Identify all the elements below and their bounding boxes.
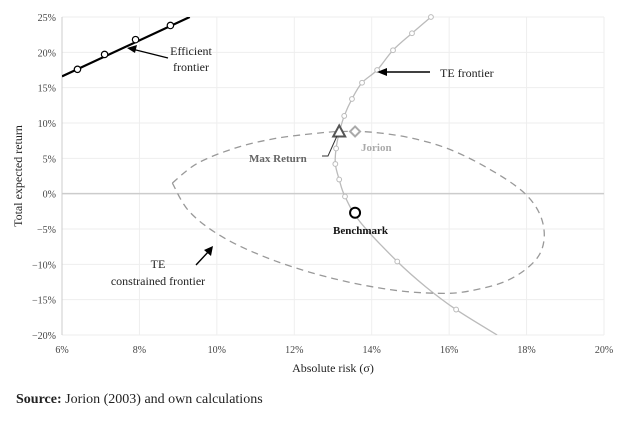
te-frontier-point: [332, 161, 339, 167]
y-tick-label: 15%: [38, 84, 56, 95]
max-return-label: Max Return: [249, 153, 307, 165]
ticks: 6% 8% 10% 12% 14% 16% 18% 20% 25% 20% 15% 10% 5% 0% −5…: [32, 13, 613, 356]
x-tick-label: 12%: [285, 345, 303, 356]
te-frontier-arrowhead-icon: [377, 68, 387, 76]
y-tick-label: −20%: [32, 331, 56, 342]
max-return-marker: [331, 123, 347, 138]
x-axis-label: Absolute risk (σ): [292, 361, 374, 375]
x-tick-label: 20%: [595, 345, 613, 356]
benchmark-label: Benchmark: [333, 225, 389, 237]
x-tick-label: 6%: [55, 345, 68, 356]
constrained-frontier-label-1: TE: [151, 257, 166, 271]
efficient-frontier-point: [166, 21, 175, 30]
y-tick-label: 0%: [43, 190, 56, 201]
source-note: Source: Jorion (2003) and own calculatio…: [16, 392, 263, 408]
x-tick-label: 18%: [517, 345, 535, 356]
te-frontier-point: [341, 113, 348, 119]
te-frontier-point: [453, 306, 460, 313]
efficient-frontier-label-1: Efficient: [170, 44, 212, 58]
te-frontier-point: [428, 14, 434, 20]
efficient-frontier-point: [100, 50, 109, 59]
series-layer: [62, 14, 545, 335]
te-frontier-point: [336, 176, 343, 183]
te-frontier-point: [359, 79, 365, 86]
te-frontier-point: [349, 96, 355, 102]
x-tick-label: 16%: [440, 345, 458, 356]
te-frontier-point: [394, 258, 401, 265]
y-tick-label: 10%: [38, 119, 56, 130]
y-tick-label: −5%: [37, 225, 56, 236]
x-tick-label: 10%: [208, 345, 226, 356]
constrained-frontier-arrow: [195, 250, 210, 266]
max-return-leader: [322, 135, 338, 157]
te-frontier-line: [334, 17, 498, 335]
y-tick-label: 25%: [38, 13, 56, 24]
source-text: Jorion (2003) and own calculations: [61, 392, 263, 407]
jorion-label: Jorion: [361, 142, 392, 154]
efficient-frontier-arrowhead-icon: [127, 45, 137, 53]
constrained-frontier-arrowhead-icon: [204, 246, 213, 256]
constrained-frontier-label-2: constrained frontier: [111, 274, 205, 288]
grid: [61, 16, 605, 336]
x-tick-label: 8%: [133, 345, 146, 356]
te-frontier-point: [374, 67, 381, 73]
te-frontier-point: [409, 30, 415, 37]
efficient-frontier-point: [131, 35, 140, 44]
y-tick-label: 5%: [43, 154, 56, 165]
y-tick-label: 20%: [38, 48, 56, 59]
efficient-frontier-label-2: frontier: [173, 60, 209, 74]
jorion-marker: [348, 125, 362, 138]
markers-layer: [331, 123, 362, 219]
efficient-frontier-point: [73, 65, 82, 74]
y-tick-label: −10%: [32, 260, 56, 271]
benchmark-marker: [349, 206, 362, 219]
y-axis-label: Total expected return: [11, 125, 25, 227]
te-frontier-label: TE frontier: [440, 66, 494, 80]
source-label: Source:: [16, 392, 62, 407]
y-tick-label: −15%: [32, 296, 56, 307]
efficient-frontier-arrow: [131, 48, 169, 59]
x-tick-label: 14%: [363, 345, 381, 356]
te-frontier-point: [333, 145, 339, 152]
te-frontier-point: [390, 47, 396, 54]
te-frontier-point: [342, 193, 348, 200]
